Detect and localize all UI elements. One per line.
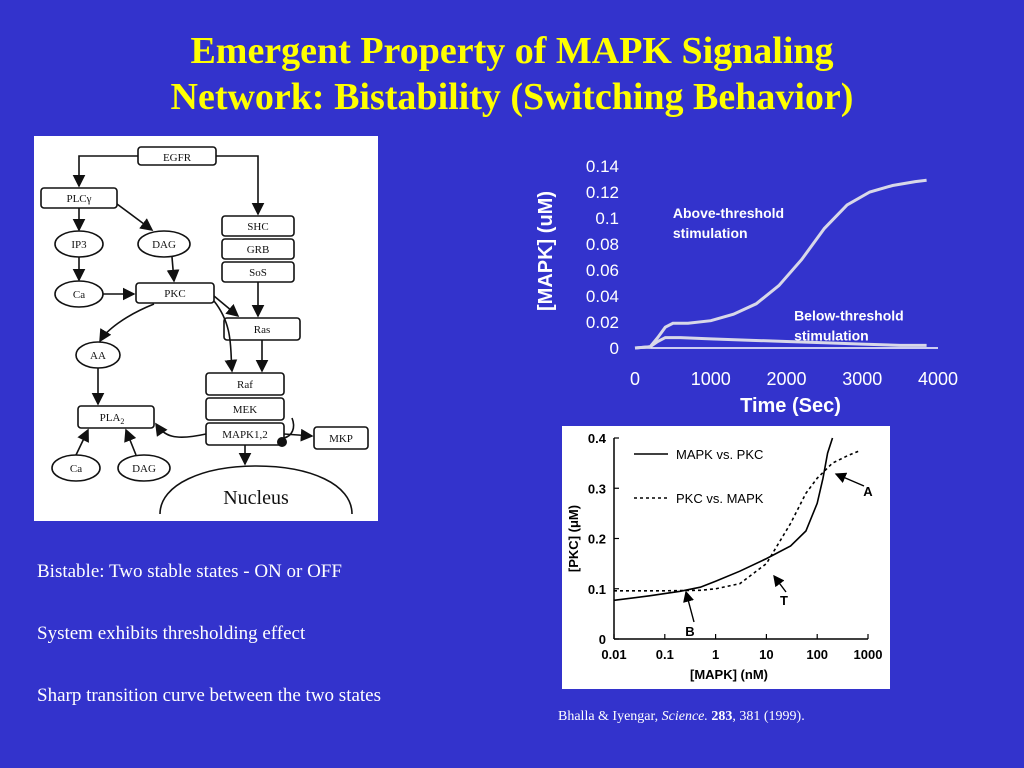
x-axis-label: [MAPK] (nM) <box>690 667 768 682</box>
x-axis-label: Time (Sec) <box>740 395 841 417</box>
series-line-above-threshold <box>634 178 927 350</box>
citation-pages: , 381 (1999). <box>732 709 805 724</box>
x-tick-label: 1000 <box>691 369 731 389</box>
y-tick-label: 0.06 <box>586 261 619 280</box>
x-tick-label: 2000 <box>766 369 806 389</box>
annotation-label-a: A <box>863 484 873 499</box>
annotation-arrow <box>834 472 865 487</box>
citation-authors: Bhalla & Iyengar, <box>558 709 662 724</box>
legend-label: MAPK vs. PKC <box>676 447 763 462</box>
signaling-network-diagram: EGFR PLCγ SHC GRB SoS IP3 DAG Ca PKC Ras… <box>34 136 378 521</box>
node-dag: DAG <box>152 239 176 251</box>
y-tick-label: 0 <box>610 339 619 358</box>
annotation-arrow <box>683 590 695 623</box>
series-line-below-threshold <box>634 336 927 350</box>
node-plc: PLCγ <box>66 193 91 205</box>
x-tick-label: 0 <box>630 369 640 389</box>
x-tick-label: 1 <box>712 647 719 662</box>
node-ras: Ras <box>254 324 271 336</box>
mapk-pkc-phase-chart: 0.01 0.1 1 10 100 1000 0 0.1 0.2 0.3 0.4 [MAPK] (nM… <box>562 426 890 689</box>
node-sos: SoS <box>249 267 267 279</box>
y-tick-label: 0.04 <box>586 287 619 306</box>
node-ca-2: Ca <box>70 463 82 475</box>
series-line-mapk-vs-pkc <box>613 437 834 602</box>
node-mapk: MAPK1,2 <box>222 429 268 441</box>
node-ca: Ca <box>73 289 85 301</box>
series-line-pkc-vs-mapk <box>614 449 861 592</box>
citation-journal: Science. <box>661 709 708 724</box>
y-tick-label: 0.3 <box>588 481 606 496</box>
mapk-time-course-chart: 0 1000 2000 3000 4000 0 0.02 0.04 0.06 0.08 0.1 0.1… <box>520 150 990 420</box>
y-tick-label: 0.1 <box>588 582 606 597</box>
y-tick-label: 0.02 <box>586 313 619 332</box>
x-tick-label: 4000 <box>918 369 958 389</box>
node-pla2: PLA2 <box>100 412 125 426</box>
node-egfr: EGFR <box>163 152 192 164</box>
bullet-item: Sharp transition curve between the two s… <box>37 685 382 706</box>
bullet-item: Bistable: Two stable states - ON or OFF <box>37 561 342 582</box>
y-tick-label: 0.08 <box>586 235 619 254</box>
title-line-1: Emergent Property of MAPK Signaling <box>190 30 834 72</box>
x-tick-label: 0.01 <box>601 647 626 662</box>
slide-title: Emergent Property of MAPK Signaling Netw… <box>0 28 1024 120</box>
y-axis-label: [PKC] (μM) <box>566 505 581 572</box>
x-tick-label: 1000 <box>854 647 883 662</box>
y-tick-label: 0.12 <box>586 183 619 202</box>
x-tick-label: 100 <box>806 647 828 662</box>
x-tick-label: 3000 <box>842 369 882 389</box>
annotation-label-t: T <box>780 593 788 608</box>
node-aa: AA <box>90 350 106 362</box>
node-pkc: PKC <box>164 288 185 300</box>
y-tick-label: 0.14 <box>586 157 619 176</box>
legend-label: PKC vs. MAPK <box>676 491 764 506</box>
y-tick-label: 0 <box>599 632 606 647</box>
node-mek: MEK <box>233 404 258 416</box>
series-label-above-threshold: Above-threshold stimulation <box>673 205 784 241</box>
node-nucleus: Nucleus <box>223 487 289 509</box>
x-tick-label: 10 <box>759 647 773 662</box>
node-raf: Raf <box>237 379 253 391</box>
node-grb: GRB <box>247 244 270 256</box>
annotation-label-b: B <box>685 624 694 639</box>
citation-volume: 283 <box>711 709 733 724</box>
y-tick-label: 0.4 <box>588 431 607 446</box>
node-mkp: MKP <box>329 433 353 445</box>
y-tick-label: 0.2 <box>588 532 606 547</box>
citation: Bhalla & Iyengar, Science. 283, 381 (199… <box>558 709 805 725</box>
node-ip3: IP3 <box>71 239 87 251</box>
node-dag-2: DAG <box>132 463 156 475</box>
node-shc: SHC <box>247 221 268 233</box>
x-tick-label: 0.1 <box>656 647 674 662</box>
y-axis-label: [MAPK] (uM) <box>535 191 557 311</box>
y-tick-label: 0.1 <box>595 209 619 228</box>
bullet-list: Bistable: Two stable states - ON or OFF … <box>37 560 537 746</box>
title-line-2: Network: Bistability (Switching Behavior… <box>170 76 854 118</box>
annotation-arrow <box>773 574 787 593</box>
series-label-below-threshold: Below-threshold stimulation <box>794 308 904 344</box>
bullet-item: System exhibits thresholding effect <box>37 623 306 644</box>
